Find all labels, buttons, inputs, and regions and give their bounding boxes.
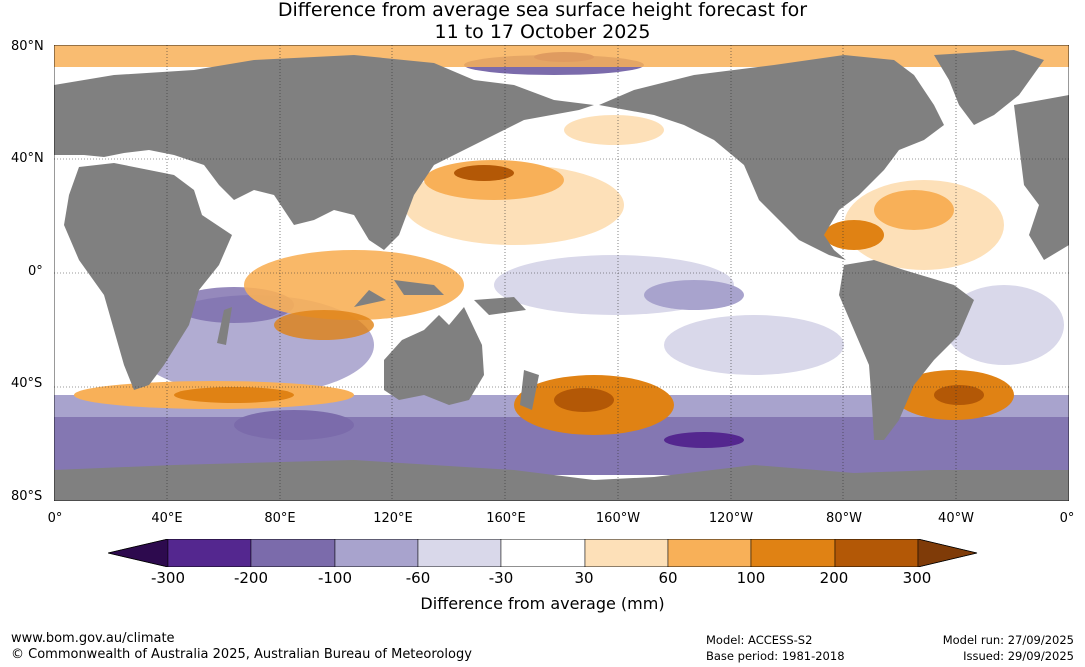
colorbar-bin-7 — [667, 539, 752, 567]
positive-anomaly-layer — [54, 45, 1069, 435]
colorbar-extend-high — [917, 539, 978, 567]
lon-label-120w: 120°W — [708, 511, 754, 526]
colorbar-extend-low — [108, 539, 169, 567]
colorbar-tick-label: -60 — [405, 569, 431, 587]
colorbar-tick-label: -30 — [488, 569, 514, 587]
lat-label-80s: 80°S — [11, 489, 43, 504]
colorbar-bin-4 — [417, 539, 502, 567]
colorbar — [108, 539, 978, 567]
lon-label-80w: 80°W — [826, 511, 862, 526]
footer-copyright: © Commonwealth of Australia 2025, Austra… — [11, 647, 472, 662]
colorbar-tick-label: 60 — [658, 569, 678, 587]
colorbar-bin-6 — [584, 539, 669, 567]
lon-label-160w: 160°W — [595, 511, 641, 526]
colorbar-outline — [108, 539, 978, 567]
colorbar-bin-2 — [250, 539, 336, 567]
footer-base-period: Base period: 1981-2018 — [706, 649, 845, 663]
colorbar-bin-5 — [500, 539, 586, 567]
lon-label-40w: 40°W — [938, 511, 974, 526]
lon-label-40e: 40°E — [151, 511, 183, 526]
colorbar-tick-label: 200 — [819, 569, 849, 587]
footer-model-run: Model run: 27/09/2025 — [942, 633, 1074, 647]
lon-label-0-east: 0° — [1059, 511, 1075, 526]
colorbar-tick-label: -100 — [317, 569, 353, 587]
colorbar-bin-3 — [334, 539, 419, 567]
colorbar-bin-8 — [750, 539, 836, 567]
lon-label-120e: 120°E — [373, 511, 413, 526]
lon-label-0: 0° — [47, 511, 63, 526]
lon-label-160e: 160°E — [486, 511, 526, 526]
colorbar-bin-9 — [834, 539, 919, 567]
colorbar-bin-1 — [167, 539, 252, 567]
lat-label-80n: 80°N — [11, 39, 44, 54]
lat-label-40n: 40°N — [11, 151, 44, 166]
colorbar-tick-label: -300 — [150, 569, 186, 587]
map-title-line1: Difference from average sea surface heig… — [277, 0, 808, 21]
lat-label-0: 0° — [28, 264, 43, 279]
colorbar-title: Difference from average (mm) — [420, 594, 665, 613]
lat-label-40s: 40°S — [11, 376, 43, 391]
footer-issued: Issued: 29/09/2025 — [963, 649, 1074, 663]
footer-url[interactable]: www.bom.gov.au/climate — [11, 631, 175, 646]
colorbar-tick-label: 30 — [574, 569, 594, 587]
colorbar-tick-label: -200 — [233, 569, 269, 587]
map-title-line2: 11 to 17 October 2025 — [434, 21, 651, 43]
lon-label-80e: 80°E — [264, 511, 296, 526]
colorbar-tick-label: 300 — [902, 569, 932, 587]
sea-surface-height-map — [54, 45, 1069, 501]
colorbar-tick-label: 100 — [736, 569, 766, 587]
footer-model: Model: ACCESS-S2 — [706, 633, 813, 647]
land-layer — [54, 50, 1069, 501]
graticule — [54, 45, 1069, 501]
